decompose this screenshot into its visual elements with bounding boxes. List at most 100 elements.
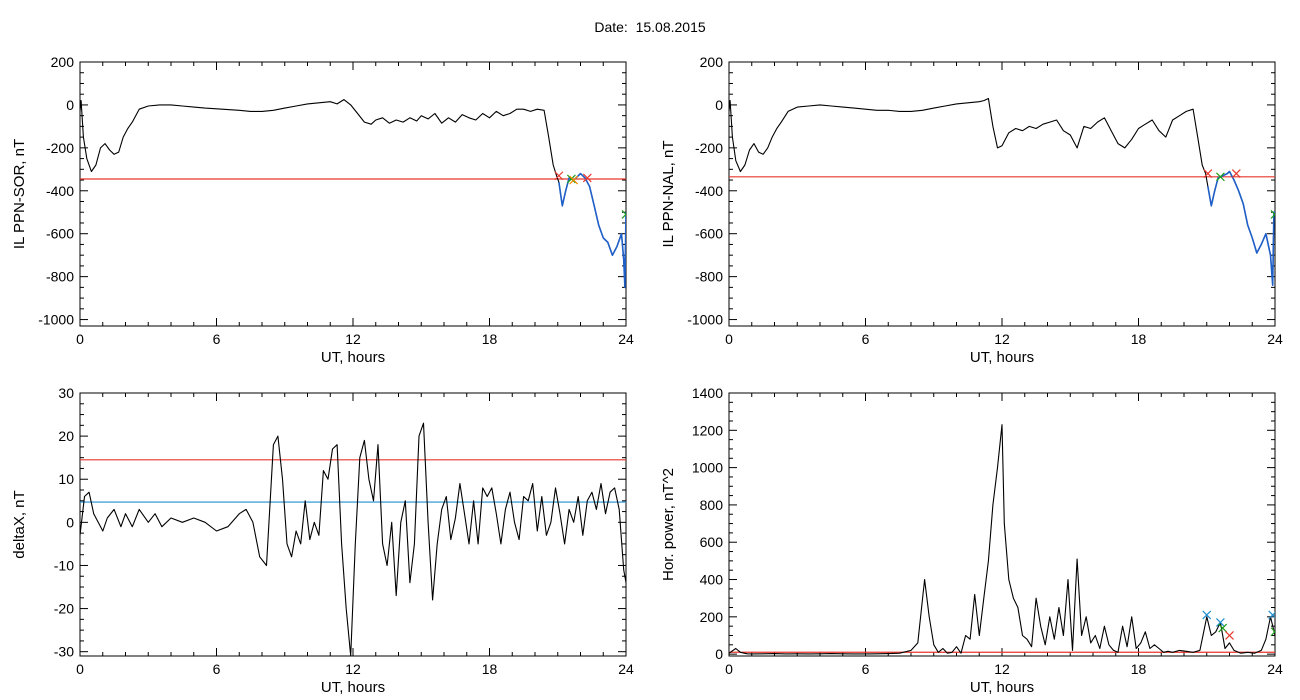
highlight-segment: [558, 172, 626, 289]
y-tick-label: -600: [695, 226, 723, 242]
y-tick-label: 400: [700, 572, 724, 588]
y-tick-label: 0: [715, 646, 723, 662]
y-tick-label: 0: [715, 97, 723, 113]
y-axis-label: Hor. power, nT^2: [660, 468, 677, 581]
event-marker-stroke: [1218, 623, 1228, 633]
event-marker: [1231, 169, 1241, 179]
y-tick-label: -200: [695, 140, 723, 156]
event-marker: [1270, 209, 1275, 219]
x-tick-label: 12: [345, 331, 361, 347]
event-marker-stroke: [569, 175, 579, 185]
x-axis-label: UT, hours: [970, 679, 1034, 696]
plot-area: [729, 97, 1275, 287]
series-line: [729, 97, 1275, 286]
event-marker: [1270, 627, 1275, 637]
y-tick-label: 1000: [692, 460, 723, 476]
y-tick-label: 10: [58, 471, 74, 487]
x-tick-label: 24: [1267, 661, 1283, 677]
plot-frame: [79, 392, 627, 657]
y-tick-label: -600: [46, 226, 74, 242]
event-marker: [569, 175, 579, 185]
event-marker-stroke: [621, 213, 626, 219]
date-header: Date: 15.08.2015: [0, 19, 1300, 35]
event-marker: [1225, 631, 1234, 640]
y-tick-label: 0: [66, 97, 74, 113]
highlight-segment: [1207, 170, 1275, 287]
x-tick-label: 18: [482, 331, 498, 347]
y-tick-label: 600: [700, 534, 724, 550]
y-tick-label: 0: [66, 514, 74, 530]
event-marker: [621, 209, 626, 219]
y-tick-label: -200: [46, 140, 74, 156]
x-tick-label: 6: [213, 661, 221, 677]
y-tick-label: -1000: [38, 312, 74, 328]
plot-area: [80, 99, 626, 289]
event-marker: [1268, 610, 1275, 620]
series-line: [729, 424, 1275, 655]
event-marker-stroke: [1231, 169, 1241, 179]
plot-area: [80, 422, 626, 656]
y-tick-label: 200: [51, 54, 75, 70]
event-marker: [1202, 610, 1212, 620]
y-tick-label: 30: [58, 385, 74, 401]
y-axis-label: IL PPN-SOR, nT: [11, 139, 28, 249]
x-tick-label: 0: [725, 331, 733, 347]
x-tick-label: 18: [1131, 331, 1147, 347]
x-tick-label: 24: [1267, 331, 1283, 347]
y-tick-label: 800: [700, 497, 724, 513]
y-tick-label: 1200: [692, 422, 723, 438]
event-marker-stroke: [1215, 172, 1225, 182]
event-marker-stroke: [1225, 631, 1234, 640]
x-tick-label: 0: [76, 331, 84, 347]
event-marker-stroke: [566, 174, 576, 184]
chart-panel-nal: 0 6 12 18 24 -1000 -800 -600 -400 -200 0 200 UT, hou…: [660, 54, 1283, 366]
plot-frame: [728, 61, 1276, 327]
x-tick-label: 18: [482, 661, 498, 677]
event-marker-stroke: [1202, 610, 1212, 620]
y-tick-label: -800: [46, 269, 74, 285]
event-marker-stroke: [1270, 209, 1275, 216]
y-axis-label: deltaX, nT: [11, 490, 28, 558]
x-tick-label: 6: [862, 661, 870, 677]
event-marker: [1215, 618, 1225, 627]
series-line: [80, 99, 626, 288]
x-tick-label: 12: [994, 661, 1010, 677]
event-marker-stroke: [621, 209, 626, 216]
x-tick-label: 24: [618, 331, 634, 347]
x-axis-label: UT, hours: [321, 679, 385, 696]
event-marker-stroke: [1215, 618, 1225, 627]
plot-frame: [79, 61, 627, 327]
y-tick-label: -30: [54, 644, 74, 660]
event-marker-stroke: [1203, 169, 1213, 179]
x-tick-label: 18: [1131, 661, 1147, 677]
y-tick-label: -10: [54, 557, 74, 573]
date-value: 15.08.2015: [635, 19, 706, 35]
event-marker: [1218, 623, 1228, 633]
event-marker-stroke: [1270, 630, 1275, 637]
event-marker-stroke: [1270, 213, 1275, 219]
chart-panel-sor: 0 6 12 18 24 -1000 -800 -600 -400 -200 0 200 UT, hou…: [11, 54, 634, 366]
x-tick-label: 0: [725, 661, 733, 677]
x-tick-label: 6: [862, 331, 870, 347]
plot-area: [729, 424, 1275, 655]
y-tick-label: -800: [695, 269, 723, 285]
y-tick-label: -20: [54, 601, 74, 617]
date-label: Date:: [594, 19, 628, 35]
chart-panel-horpower: 0 6 12 18 24 0 200 400 600 800 1000 1200 1400 UT, hou…: [660, 385, 1283, 696]
y-tick-label: 20: [58, 428, 74, 444]
event-marker-stroke: [554, 171, 564, 181]
event-marker: [554, 171, 564, 181]
x-axis-label: UT, hours: [970, 349, 1034, 366]
x-tick-label: 0: [76, 661, 84, 677]
x-axis-label: UT, hours: [321, 349, 385, 366]
event-marker-stroke: [1270, 627, 1275, 633]
x-tick-label: 24: [618, 661, 634, 677]
event-marker: [1203, 169, 1213, 179]
x-tick-label: 12: [994, 331, 1010, 347]
y-tick-label: 1400: [692, 385, 723, 401]
y-tick-label: 200: [700, 54, 724, 70]
event-marker: [582, 173, 592, 183]
x-tick-label: 6: [213, 331, 221, 347]
event-marker-stroke: [582, 173, 592, 183]
